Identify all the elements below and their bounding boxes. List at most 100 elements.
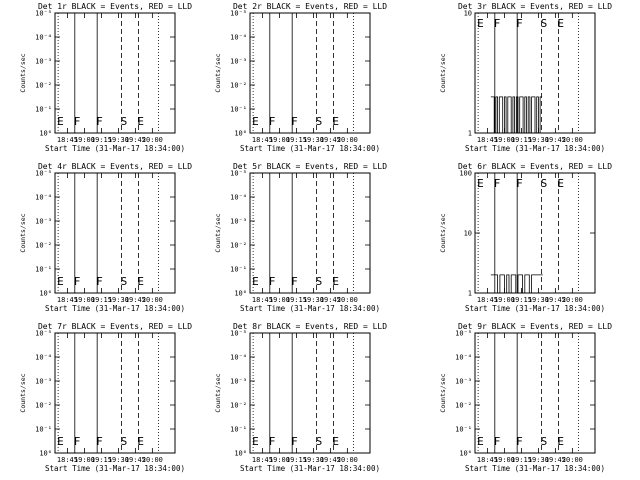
x-tick-label: 19:00: [74, 296, 95, 304]
y-tick-label: 100: [459, 170, 472, 178]
y-tick-label: 10⁻¹: [230, 106, 247, 114]
x-tick-label: 19:00: [494, 296, 515, 304]
x-tick-label: 19:30: [108, 296, 129, 304]
x-tick-label: 20:00: [562, 456, 583, 464]
x-axis-label: Start Time (31-Mar-17 18:34:00): [465, 144, 605, 153]
plot-frame: [54, 12, 176, 134]
event-marker-label: F: [269, 275, 276, 288]
y-tick-label: 10⁻³: [35, 378, 52, 386]
event-marker-label: E: [57, 435, 64, 448]
y-axis-label: Counts/sec: [214, 53, 222, 92]
y-tick-label: 10⁻⁴: [230, 34, 247, 42]
x-tick-label: 19:45: [320, 456, 341, 464]
x-tick-label: 18:45: [252, 136, 273, 144]
x-tick-label: 20:00: [562, 296, 583, 304]
event-marker-label: S: [121, 115, 128, 128]
panel-title: Det 9r BLACK = Events, RED = LLD: [458, 322, 612, 331]
x-tick-label: 19:15: [286, 456, 307, 464]
event-marker-label: F: [74, 115, 81, 128]
panel-title: Det 1r BLACK = Events, RED = LLD: [38, 2, 192, 11]
x-tick-label: 19:15: [511, 456, 532, 464]
y-tick-label: 10⁻³: [35, 58, 52, 66]
y-tick-label: 10⁻¹: [35, 266, 52, 274]
x-tick-label: 19:45: [320, 136, 341, 144]
y-tick-label: 10⁻⁵: [230, 170, 247, 178]
x-tick-label: 19:30: [303, 296, 324, 304]
x-tick-label: 19:45: [545, 136, 566, 144]
x-tick-label: 19:45: [320, 296, 341, 304]
x-tick-label: 19:00: [269, 136, 290, 144]
x-tick-label: 20:00: [337, 296, 358, 304]
x-tick-label: 19:15: [91, 296, 112, 304]
event-marker-label: F: [269, 435, 276, 448]
x-tick-label: 19:30: [303, 136, 324, 144]
series-events-line: [490, 96, 543, 134]
x-tick-label: 20:00: [337, 456, 358, 464]
series-events-line: [490, 274, 543, 294]
y-axis-label: Counts/sec: [439, 53, 447, 92]
event-marker-label: F: [96, 435, 103, 448]
panel-title: Det 6r BLACK = Events, RED = LLD: [458, 162, 612, 171]
panel-det-9r: Det 9r BLACK = Events, RED = LLD Counts/s…: [439, 322, 612, 473]
y-tick-label: 10⁻³: [455, 378, 472, 386]
x-tick-label: 19:30: [528, 136, 549, 144]
x-tick-label: 20:00: [142, 136, 163, 144]
x-tick-label: 19:15: [286, 296, 307, 304]
x-tick-label: 19:45: [545, 296, 566, 304]
event-marker-label: E: [137, 435, 144, 448]
plot-frame: [249, 172, 371, 294]
panel-det-4r: Det 4r BLACK = Events, RED = LLD Counts/s…: [19, 162, 192, 313]
y-tick-label: 10: [464, 10, 472, 18]
x-tick-label: 19:15: [511, 296, 532, 304]
y-tick-label: 10⁻¹: [35, 426, 52, 434]
event-marker-label: F: [516, 17, 523, 30]
panel-det-1r: Det 1r BLACK = Events, RED = LLD Counts/s…: [19, 2, 192, 153]
x-axis-label: Start Time (31-Mar-17 18:34:00): [45, 144, 185, 153]
y-tick-label: 10⁰: [459, 450, 472, 458]
y-tick-label: 10⁻¹: [35, 106, 52, 114]
x-tick-label: 18:45: [477, 136, 498, 144]
y-tick-label: 10⁻⁵: [35, 170, 52, 178]
x-tick-label: 19:30: [108, 136, 129, 144]
x-axis-label: Start Time (31-Mar-17 18:34:00): [45, 304, 185, 313]
y-tick-label: 10⁻³: [230, 218, 247, 226]
x-tick-label: 19:15: [286, 136, 307, 144]
event-marker-label: E: [57, 115, 64, 128]
plot-frame: [249, 332, 371, 454]
x-axis-label: Start Time (31-Mar-17 18:34:00): [465, 464, 605, 473]
y-tick-label: 1: [468, 290, 472, 298]
y-tick-label: 1: [468, 130, 472, 138]
plot-frame: [474, 332, 596, 454]
x-tick-label: 19:30: [528, 456, 549, 464]
event-marker-label: S: [541, 17, 548, 30]
y-tick-label: 10⁻²: [35, 402, 52, 410]
event-marker-label: F: [96, 275, 103, 288]
panel-det-5r: Det 5r BLACK = Events, RED = LLD Counts/s…: [214, 162, 387, 313]
y-tick-label: 10⁻⁴: [35, 34, 52, 42]
event-marker-label: E: [252, 275, 259, 288]
event-marker-label: F: [494, 435, 501, 448]
event-marker-label: S: [121, 275, 128, 288]
x-tick-label: 19:00: [269, 296, 290, 304]
event-marker-label: E: [557, 17, 564, 30]
x-tick-label: 19:00: [494, 456, 515, 464]
y-axis-label: Counts/sec: [19, 213, 27, 252]
y-tick-label: 10⁻³: [230, 378, 247, 386]
panel-title: Det 8r BLACK = Events, RED = LLD: [233, 322, 387, 331]
y-tick-label: 10⁻⁵: [230, 330, 247, 338]
y-tick-label: 10⁰: [39, 450, 52, 458]
x-axis-label: Start Time (31-Mar-17 18:34:00): [240, 144, 380, 153]
x-tick-label: 20:00: [142, 296, 163, 304]
y-tick-label: 10⁻⁴: [35, 194, 52, 202]
x-tick-label: 18:45: [252, 296, 273, 304]
y-tick-label: 10⁻¹: [455, 426, 472, 434]
x-tick-label: 19:30: [528, 296, 549, 304]
y-tick-label: 10⁻⁵: [35, 330, 52, 338]
y-tick-label: 10⁻¹: [230, 426, 247, 434]
panel-title: Det 3r BLACK = Events, RED = LLD: [458, 2, 612, 11]
panel-title: Det 5r BLACK = Events, RED = LLD: [233, 162, 387, 171]
y-tick-label: 10⁻⁴: [230, 354, 247, 362]
event-marker-label: S: [316, 115, 323, 128]
